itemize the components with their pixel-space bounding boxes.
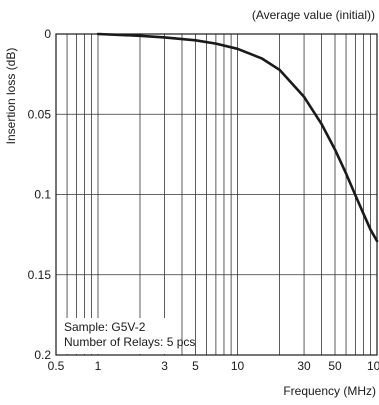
- plot-frame: [55, 33, 378, 356]
- y-tick-label: 0: [44, 27, 51, 41]
- annotation-sample: Sample: G5V-2: [64, 320, 146, 334]
- x-tick-label: 5: [192, 359, 199, 373]
- x-tick-label: 3: [161, 359, 168, 373]
- x-tick-label: 10: [231, 359, 245, 373]
- y-axis-label: Insertion loss (dB): [4, 48, 18, 145]
- y-tick-label: 0.2: [34, 348, 51, 362]
- y-tick-label: 0.05: [28, 107, 52, 121]
- series-lines: [96, 32, 379, 243]
- x-axis-label: Frequency (MHz): [283, 384, 376, 398]
- annotation-box: [57, 318, 181, 354]
- x-tick-labels: 0.5 1 3 5 10 30 50 100: [48, 359, 379, 373]
- annotation-relay-count: Number of Relays: 5 pcs: [64, 335, 195, 349]
- x-tick-label: 0.5: [48, 359, 65, 373]
- x-tick-label: 100: [367, 359, 379, 373]
- y-tick-labels: 0 0.05 0.1 0.15 0.2: [28, 27, 52, 362]
- x-tick-label: 50: [328, 359, 342, 373]
- x-tick-label: 1: [95, 359, 102, 373]
- grid-lines: [56, 34, 377, 355]
- y-tick-label: 0.15: [28, 268, 52, 282]
- y-tick-label: 0.1: [34, 188, 51, 202]
- series-line: [96, 32, 379, 243]
- x-tick-label: 30: [297, 359, 311, 373]
- chart-title: (Average value (initial)): [252, 8, 375, 22]
